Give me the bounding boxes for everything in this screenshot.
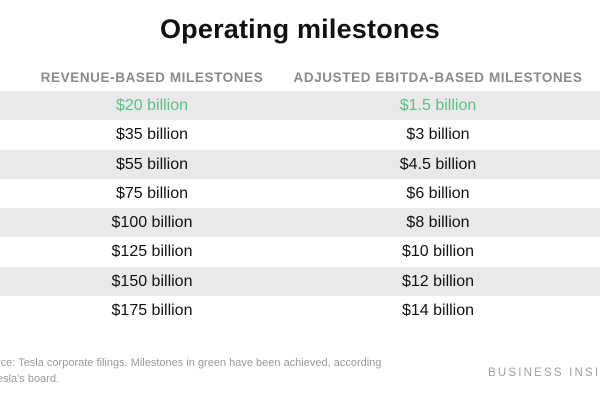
ebitda-cell: $10 billion bbox=[401, 243, 475, 261]
revenue-cell: $20 billion bbox=[115, 97, 189, 114]
milestones-table: $20 billion $1.5 billion $35 billion $3 … bbox=[0, 91, 600, 325]
ebitda-cell: $3 billion bbox=[406, 126, 470, 144]
ebitda-cell: $12 billion bbox=[401, 272, 475, 290]
table-row: $150 billion $12 billion bbox=[0, 266, 600, 296]
revenue-column-header: REVENUE-BASED MILESTONES bbox=[40, 70, 264, 85]
table-row: $55 billion $4.5 billion bbox=[0, 149, 600, 179]
source-note-line2: esla's board. bbox=[0, 373, 60, 385]
business-insider-logo: BUSINESS INSID bbox=[488, 367, 600, 379]
revenue-cell: $55 billion bbox=[115, 155, 189, 173]
table-row: $125 billion $10 billion bbox=[0, 237, 600, 266]
revenue-cell: $175 billion bbox=[111, 301, 193, 319]
table-row: $35 billion $3 billion bbox=[0, 120, 600, 149]
table-row: $75 billion $6 billion bbox=[0, 179, 600, 208]
ebitda-cell: $4.5 billion bbox=[399, 155, 477, 173]
table-row: $175 billion $14 billion bbox=[0, 296, 600, 325]
revenue-cell: $150 billion bbox=[111, 272, 193, 290]
ebitda-cell: $6 billion bbox=[406, 184, 470, 202]
ebitda-cell: $1.5 billion bbox=[399, 97, 477, 114]
ebitda-cell: $14 billion bbox=[401, 301, 475, 319]
ebitda-column-header: ADJUSTED EBITDA-BASED MILESTONES bbox=[293, 70, 583, 85]
ebitda-cell: $8 billion bbox=[406, 214, 470, 231]
table-row: $100 billion $8 billion bbox=[0, 208, 600, 238]
page-title: Operating milestones bbox=[159, 14, 441, 44]
source-note: rce: Tesla corporate filings. Milestones… bbox=[0, 355, 467, 387]
table-row: $20 billion $1.5 billion bbox=[0, 91, 600, 121]
source-note-line1: rce: Tesla corporate filings. Milestones… bbox=[0, 357, 382, 369]
revenue-cell: $35 billion bbox=[115, 126, 189, 144]
revenue-cell: $125 billion bbox=[111, 243, 193, 261]
revenue-cell: $75 billion bbox=[115, 184, 189, 202]
revenue-cell: $100 billion bbox=[111, 214, 193, 231]
